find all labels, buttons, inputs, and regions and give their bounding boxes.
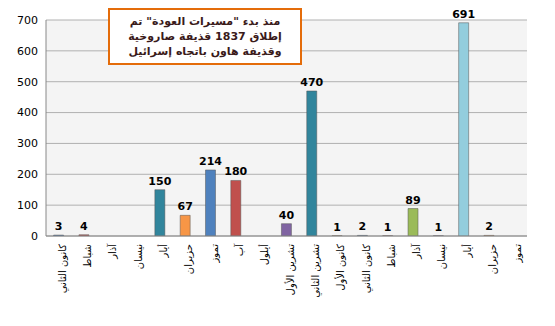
svg-text:40: 40 — [279, 209, 295, 222]
svg-text:أيلول: أيلول — [258, 244, 270, 266]
svg-text:نيسان: نيسان — [133, 244, 144, 269]
svg-text:500: 500 — [17, 76, 38, 89]
svg-text:أيار: أيار — [157, 244, 169, 259]
svg-text:3: 3 — [55, 220, 63, 233]
html-text:إطلاق 1837 قذيفة صاروخية: إطلاق 1837 قذيفة صاروخية — [128, 30, 282, 43]
svg-text:شباط: شباط — [82, 244, 93, 268]
svg-text:شباط: شباط — [386, 244, 397, 268]
svg-text:214: 214 — [199, 155, 222, 168]
svg-text:تموز: تموز — [209, 244, 220, 264]
svg-text:تشرين الثاني: تشرين الثاني — [310, 244, 322, 298]
svg-text:4: 4 — [80, 220, 88, 233]
svg-text:1: 1 — [435, 221, 443, 234]
svg-text:600: 600 — [17, 45, 38, 58]
svg-text:89: 89 — [405, 194, 420, 207]
svg-text:حزيران: حزيران — [183, 244, 194, 274]
svg-text:200: 200 — [17, 168, 38, 181]
svg-text:1: 1 — [384, 221, 392, 234]
svg-text:470: 470 — [300, 76, 323, 89]
svg-text:100: 100 — [17, 199, 38, 212]
svg-text:0: 0 — [31, 230, 38, 243]
svg-text:400: 400 — [17, 106, 38, 119]
svg-text:700: 700 — [17, 14, 38, 27]
svg-text:كانون الأول: كانون الأول — [334, 244, 347, 291]
svg-text:آذار: آذار — [410, 243, 422, 260]
html-text:منذ بدء "مسيرات العودة" تم: منذ بدء "مسيرات العودة" تم — [129, 15, 281, 28]
svg-text:691: 691 — [452, 8, 475, 21]
svg-text:1: 1 — [333, 221, 341, 234]
svg-text:آب: آب — [233, 243, 245, 256]
svg-text:أيار: أيار — [461, 244, 473, 259]
svg-text:نيسان: نيسان — [436, 244, 447, 269]
svg-text:150: 150 — [148, 175, 171, 188]
svg-text:180: 180 — [224, 165, 247, 178]
svg-text:تشرين الأول: تشرين الأول — [284, 244, 297, 296]
svg-text:آذار: آذار — [106, 243, 118, 260]
svg-text:حزيران: حزيران — [487, 244, 498, 274]
svg-text:كانون الثاني: كانون الثاني — [57, 244, 69, 294]
svg-text:2: 2 — [485, 220, 493, 233]
svg-text:كانون الثاني: كانون الثاني — [361, 244, 373, 294]
svg-text:300: 300 — [17, 137, 38, 150]
html-text:وقذيفة هاون باتجاه إسرائيل: وقذيفة هاون باتجاه إسرائيل — [128, 45, 282, 58]
svg-text:تموز: تموز — [512, 244, 523, 264]
svg-text:67: 67 — [178, 200, 193, 213]
svg-text:2: 2 — [359, 220, 367, 233]
